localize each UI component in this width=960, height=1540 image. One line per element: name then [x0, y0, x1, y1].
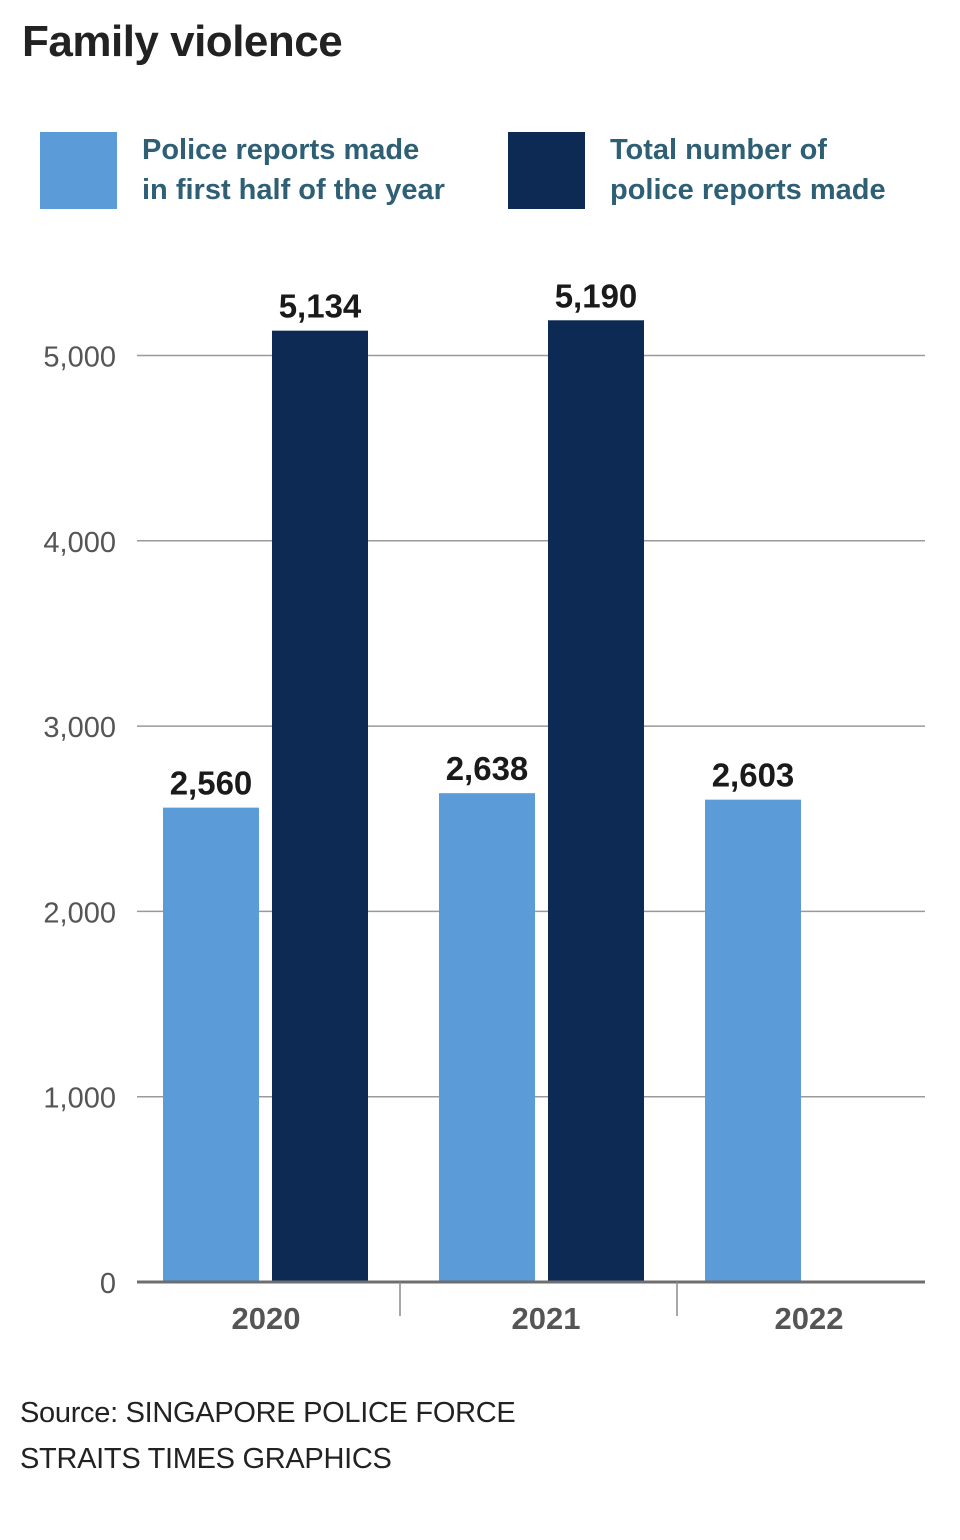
bar-chart: 0 1,000 2,000 3,000 4,000 5,000 2,560 5,134 2,63…	[43, 277, 925, 1336]
bar	[548, 320, 644, 1283]
credit-note: STRAITS TIMES GRAPHICS	[20, 1443, 392, 1475]
bar	[272, 330, 368, 1282]
bar-value-label: 2,638	[446, 750, 529, 787]
bar-value-label: 5,134	[279, 288, 362, 325]
bar	[705, 799, 801, 1282]
x-tick-label: 2021	[512, 1301, 581, 1336]
y-tick-label: 4,000	[43, 527, 116, 559]
bar	[439, 793, 535, 1282]
y-tick-label: 1,000	[43, 1083, 116, 1115]
y-tick-label: 5,000	[43, 342, 116, 374]
legend-swatch-total	[508, 132, 585, 209]
legend-swatch-first-half	[40, 132, 117, 209]
x-tick-label: 2022	[775, 1301, 844, 1336]
bar-value-label: 2,603	[712, 757, 795, 794]
chart-title: Family violence	[22, 17, 343, 66]
source-note: Source: SINGAPORE POLICE FORCE	[20, 1397, 516, 1429]
bar-value-label: 5,190	[555, 277, 638, 314]
legend-label-total: Total number of police reports made	[610, 134, 886, 206]
x-tick-label: 2020	[232, 1301, 301, 1336]
y-tick-label: 2,000	[43, 897, 116, 929]
bar	[163, 807, 259, 1282]
bar-value-label: 2,560	[170, 765, 253, 802]
legend-label-first-half: Police reports made in first half of the…	[142, 134, 445, 206]
y-tick-label: 0	[100, 1268, 116, 1300]
y-tick-label: 3,000	[43, 712, 116, 744]
